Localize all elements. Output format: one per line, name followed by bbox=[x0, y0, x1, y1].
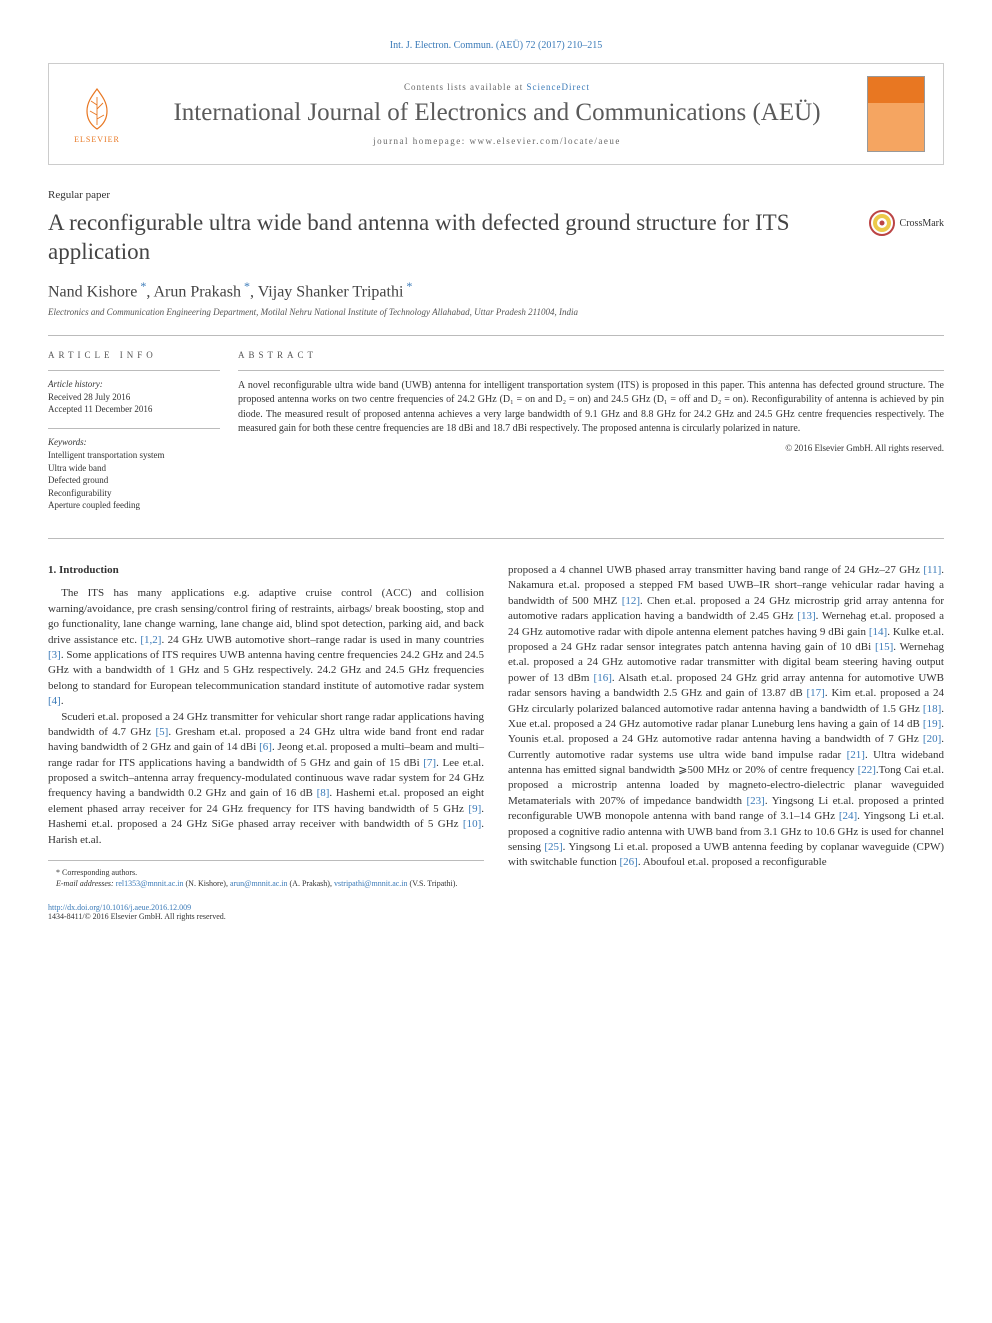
email-who: (V.S. Tripathi) bbox=[410, 879, 456, 888]
corresponding-note: * Corresponding authors. bbox=[48, 867, 484, 878]
body-paragraph: Scuderi et.al. proposed a 24 GHz transmi… bbox=[48, 710, 484, 849]
history-accepted: Accepted 11 December 2016 bbox=[48, 403, 220, 416]
contents-prefix: Contents lists available at bbox=[404, 82, 526, 92]
elsevier-brand-text: ELSEVIER bbox=[74, 135, 120, 144]
author-3: Vijay Shanker Tripathi bbox=[258, 283, 404, 300]
article-title: A reconfigurable ultra wide band antenna… bbox=[48, 209, 868, 267]
email-label: E-mail addresses: bbox=[56, 879, 114, 888]
article-history-block: Article history: Received 28 July 2016 A… bbox=[48, 370, 220, 416]
email-addresses: E-mail addresses: rel1353@mnnit.ac.in (N… bbox=[48, 878, 484, 889]
paper-type-label: Regular paper bbox=[48, 189, 944, 201]
article-history-heading: Article history: bbox=[48, 379, 220, 389]
elsevier-logo: ELSEVIER bbox=[67, 79, 127, 149]
corresponding-star-icon: * bbox=[403, 279, 412, 293]
history-received: Received 28 July 2016 bbox=[48, 391, 220, 404]
corresponding-star-icon: * bbox=[241, 279, 250, 293]
keyword: Aperture coupled feeding bbox=[48, 499, 220, 512]
body-paragraph: The ITS has many applications e.g. adapt… bbox=[48, 586, 484, 709]
contents-available-line: Contents lists available at ScienceDirec… bbox=[143, 82, 851, 92]
page-footer: http://dx.doi.org/10.1016/j.aeue.2016.12… bbox=[48, 903, 944, 921]
journal-homepage: journal homepage: www.elsevier.com/locat… bbox=[143, 136, 851, 146]
affiliation: Electronics and Communication Engineerin… bbox=[48, 307, 944, 317]
author-2: Arun Prakash bbox=[153, 283, 241, 300]
meta-abstract-row: ARTICLE INFO Article history: Received 2… bbox=[48, 335, 944, 539]
email-who: (A. Prakash) bbox=[290, 879, 330, 888]
footnotes: * Corresponding authors. E-mail addresse… bbox=[48, 860, 484, 889]
email-link[interactable]: arun@mnnit.ac.in bbox=[230, 879, 288, 888]
abstract-column: ABSTRACT A novel reconfigurable ultra wi… bbox=[238, 350, 944, 524]
keyword: Intelligent transportation system bbox=[48, 449, 220, 462]
keywords-heading: Keywords: bbox=[48, 437, 220, 447]
crossmark-icon bbox=[868, 209, 896, 237]
abstract-label: ABSTRACT bbox=[238, 350, 944, 360]
sciencedirect-link[interactable]: ScienceDirect bbox=[527, 82, 590, 92]
email-who: (N. Kishore) bbox=[186, 879, 226, 888]
crossmark-badge[interactable]: CrossMark bbox=[868, 209, 944, 237]
tree-icon bbox=[73, 85, 121, 133]
crossmark-label: CrossMark bbox=[900, 218, 944, 229]
homepage-prefix: journal homepage: bbox=[373, 136, 469, 146]
journal-cover-thumbnail bbox=[867, 76, 925, 152]
email-link[interactable]: rel1353@mnnit.ac.in bbox=[116, 879, 184, 888]
doi-link[interactable]: http://dx.doi.org/10.1016/j.aeue.2016.12… bbox=[48, 903, 191, 912]
issn-copyright: 1434-8411/© 2016 Elsevier GmbH. All righ… bbox=[48, 912, 944, 921]
keyword: Defected ground bbox=[48, 474, 220, 487]
keyword: Ultra wide band bbox=[48, 462, 220, 475]
email-link[interactable]: vstripathi@mnnit.ac.in bbox=[334, 879, 408, 888]
running-citation: Int. J. Electron. Commun. (AEÜ) 72 (2017… bbox=[48, 40, 944, 51]
article-info-column: ARTICLE INFO Article history: Received 2… bbox=[48, 350, 238, 524]
journal-masthead: ELSEVIER Contents lists available at Sci… bbox=[48, 63, 944, 165]
abstract-body: A novel reconfigurable ultra wide band (… bbox=[238, 370, 944, 437]
homepage-url[interactable]: www.elsevier.com/locate/aeue bbox=[470, 136, 621, 146]
author-1: Nand Kishore bbox=[48, 283, 137, 300]
journal-title: International Journal of Electronics and… bbox=[143, 98, 851, 128]
corresponding-star-icon: * bbox=[137, 279, 146, 293]
keywords-block: Keywords: Intelligent transportation sys… bbox=[48, 428, 220, 512]
section-heading-introduction: 1. Introduction bbox=[48, 563, 484, 578]
article-info-label: ARTICLE INFO bbox=[48, 350, 220, 360]
article-body: 1. Introduction The ITS has many applica… bbox=[48, 563, 944, 889]
keyword: Reconfigurability bbox=[48, 487, 220, 500]
abstract-copyright: © 2016 Elsevier GmbH. All rights reserve… bbox=[238, 443, 944, 453]
author-list: Nand Kishore *, Arun Prakash *, Vijay Sh… bbox=[48, 279, 944, 301]
body-paragraph: proposed a 4 channel UWB phased array tr… bbox=[508, 563, 944, 871]
